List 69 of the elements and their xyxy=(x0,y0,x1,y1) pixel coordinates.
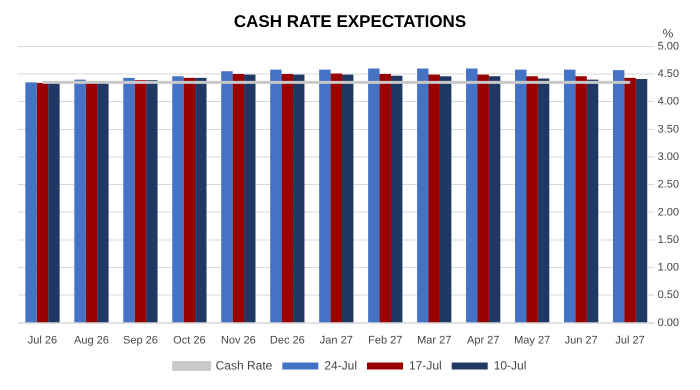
bar xyxy=(368,68,380,322)
legend-label: 17-Jul xyxy=(409,358,442,372)
bar xyxy=(390,76,402,322)
bar xyxy=(319,70,331,322)
y-tick-label: 2.00 xyxy=(658,206,680,218)
bar xyxy=(466,68,478,322)
bar xyxy=(417,68,429,322)
y-tick-label: 0.00 xyxy=(658,316,680,329)
bar xyxy=(342,74,354,322)
y-tick-label: 4.00 xyxy=(658,96,680,108)
x-tick-label: Dec 26 xyxy=(270,334,305,346)
bar xyxy=(172,76,184,322)
y-tick-label: 5.00 xyxy=(658,40,680,52)
bar xyxy=(440,76,452,322)
bar xyxy=(526,76,538,322)
x-tick-label: Oct 26 xyxy=(173,334,206,346)
x-tick-label: May 27 xyxy=(514,334,550,346)
bar xyxy=(380,74,391,322)
bar xyxy=(270,70,282,322)
y-tick-label: 2.50 xyxy=(658,178,680,191)
y-tick-label: 4.50 xyxy=(658,68,680,80)
x-tick-label: Jun 27 xyxy=(564,334,598,346)
x-tick-label: Apr 27 xyxy=(466,334,500,346)
bar xyxy=(184,78,196,322)
y-axis-title: % xyxy=(662,26,674,41)
legend-label: 10-Jul xyxy=(494,358,526,372)
x-tick-label: Aug 26 xyxy=(74,334,109,346)
bar xyxy=(636,79,648,322)
x-tick-label: Jul 26 xyxy=(28,334,58,346)
bar xyxy=(538,78,550,322)
x-tick-label: Jul 27 xyxy=(615,334,645,346)
bar xyxy=(564,70,576,322)
bar xyxy=(244,74,256,322)
bar xyxy=(221,71,233,322)
bar xyxy=(293,74,304,322)
x-tick-label: Mar 27 xyxy=(417,334,452,346)
y-tick-label: 3.50 xyxy=(658,123,680,136)
bar xyxy=(477,74,489,322)
bar xyxy=(97,82,109,322)
legend-label: 24-Jul xyxy=(324,358,358,372)
bar xyxy=(195,78,207,322)
bar xyxy=(48,83,60,322)
bar xyxy=(612,70,624,322)
x-tick-label: Sep 26 xyxy=(122,334,158,346)
bar xyxy=(330,73,342,322)
y-tick-label: 1.00 xyxy=(658,262,680,274)
y-tick-label: 0.50 xyxy=(658,289,680,302)
x-tick-label: Nov 26 xyxy=(220,334,256,346)
chart-title: CASH RATE EXPECTATIONS xyxy=(234,12,466,31)
bar xyxy=(428,74,440,322)
bar xyxy=(74,80,86,322)
bar xyxy=(575,76,587,322)
bar xyxy=(123,78,135,322)
x-tick-label: Feb 27 xyxy=(368,334,402,346)
bar xyxy=(232,74,244,322)
bar xyxy=(586,80,598,322)
bar xyxy=(36,82,48,322)
y-tick-label: 1.50 xyxy=(658,234,680,246)
bar xyxy=(515,70,526,322)
bar xyxy=(86,82,98,322)
bar xyxy=(134,80,146,322)
bar xyxy=(624,78,636,322)
x-tick-label: Jan 27 xyxy=(320,334,353,346)
bar xyxy=(146,80,158,322)
y-tick-label: 3.00 xyxy=(658,150,680,163)
bar xyxy=(25,82,37,322)
bar xyxy=(488,76,500,322)
bar xyxy=(282,74,294,322)
legend-label: Cash Rate xyxy=(216,358,273,372)
